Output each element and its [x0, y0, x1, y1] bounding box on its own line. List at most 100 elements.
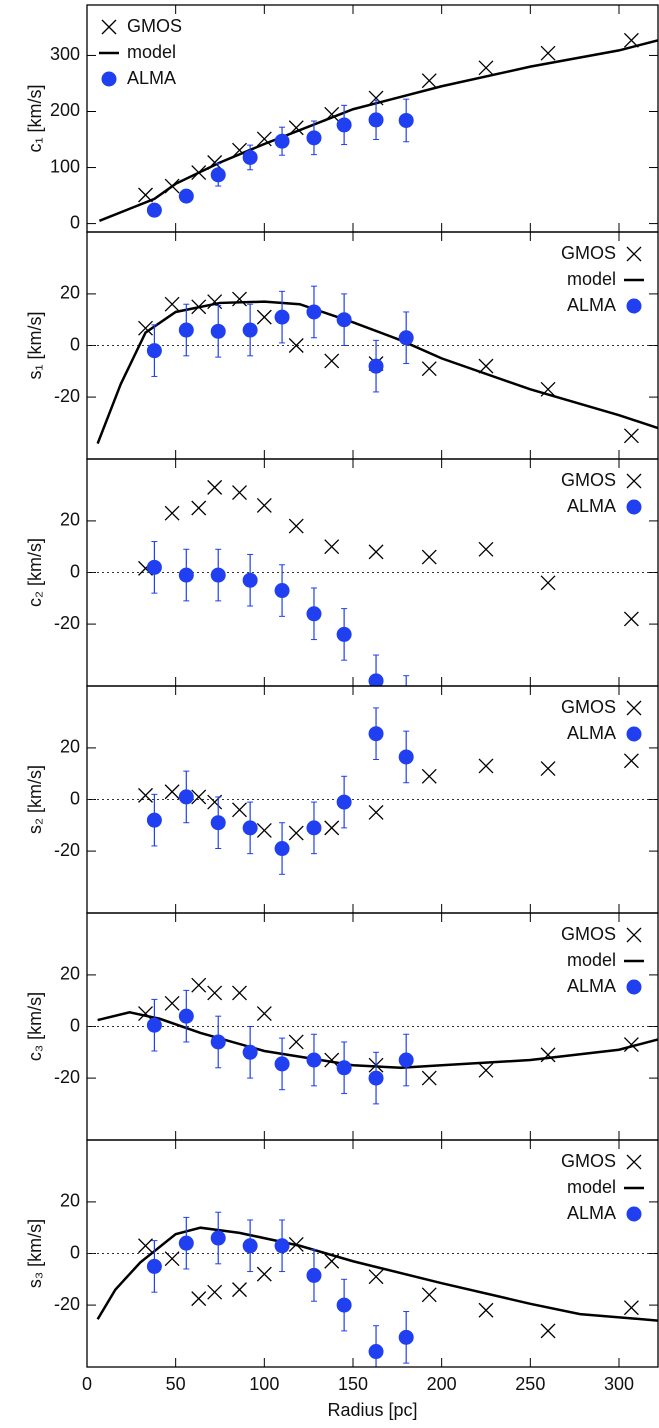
y-tick-label: 20 [60, 1191, 80, 1211]
alma-point [274, 1056, 290, 1072]
cross-stroke [421, 1070, 437, 1086]
y-tick-label: 20 [60, 510, 80, 530]
alma-point [101, 71, 117, 87]
gmos-point [256, 1006, 272, 1022]
cross-stroke [138, 1006, 153, 1022]
legend-label: ALMA [567, 1203, 616, 1223]
cross-stroke [623, 1300, 639, 1316]
panel: -20 0 20 c₃ [km/s] GMOS model ALMA [25, 912, 659, 1141]
y-tick-label: 0 [70, 788, 80, 808]
alma-point [274, 133, 290, 149]
gmos-point [256, 309, 272, 325]
plot-area [96, 1211, 658, 1367]
gmos-point [164, 296, 180, 312]
cross-stroke [138, 787, 153, 803]
gmos-point [164, 1251, 180, 1267]
x-tick-label: 100 [249, 1374, 279, 1394]
panel: -20 0 20 c₂ [km/s] GMOS ALMA [25, 458, 659, 709]
cross-stroke [623, 1037, 639, 1053]
y-axis-label: s₂ [km/s] [25, 765, 45, 834]
alma-point [626, 1206, 642, 1222]
cross-stroke [368, 544, 384, 560]
alma-point [306, 820, 322, 836]
cross-stroke [626, 473, 642, 489]
cross-stroke [421, 768, 437, 784]
cross-stroke [421, 73, 437, 89]
gmos-point [421, 1287, 437, 1303]
gmos-point [368, 804, 384, 820]
y-axis-label: s₃ [km/s] [25, 1219, 45, 1288]
cross-stroke [191, 977, 207, 993]
y-tick-label: -20 [54, 840, 80, 860]
gmos-point [421, 361, 437, 377]
gmos-point [207, 294, 223, 310]
alma-point [274, 841, 290, 857]
cross-stroke [478, 1302, 494, 1318]
cross-stroke [324, 820, 340, 836]
alma-point [178, 789, 194, 805]
cross-stroke [164, 784, 180, 800]
gmos-point [256, 131, 272, 147]
cross-stroke [368, 804, 384, 820]
cross-stroke [288, 1034, 304, 1050]
cross-stroke [232, 1282, 247, 1298]
alma-point [274, 583, 290, 599]
alma-point [626, 979, 642, 995]
gmos-point [626, 473, 642, 489]
gmos-point [626, 246, 642, 262]
gmos-point [478, 541, 494, 557]
gmos-point [324, 820, 340, 836]
cross-stroke [540, 45, 556, 61]
cross-stroke [191, 789, 207, 805]
cross-stroke [256, 822, 272, 838]
gmos-point [232, 291, 247, 307]
gmos-point [207, 985, 223, 1001]
legend: GMOS model ALMA [561, 1151, 644, 1223]
model-line [96, 1226, 658, 1322]
y-axis-label: c₃ [km/s] [25, 992, 45, 1061]
y-axis-label: s₁ [km/s] [25, 311, 45, 379]
legend-label: GMOS [561, 1151, 616, 1171]
cross-stroke [626, 700, 642, 716]
cross-stroke [478, 358, 494, 374]
cross-stroke [540, 761, 556, 777]
alma-point [178, 1008, 194, 1024]
cross-stroke [256, 1006, 272, 1022]
gmos-point [288, 518, 304, 534]
y-tick-label: 100 [50, 156, 80, 176]
gmos-point [138, 320, 153, 336]
cross-stroke [478, 541, 494, 557]
legend-label: model [127, 42, 176, 62]
cross-stroke [324, 539, 340, 555]
alma-point [306, 606, 322, 622]
gmos-point [421, 73, 437, 89]
alma-point [399, 694, 414, 709]
alma-point [336, 626, 352, 642]
gmos-point [138, 1238, 153, 1254]
y-tick-label: 0 [70, 334, 80, 354]
gmos-point [164, 505, 180, 521]
alma-point [242, 572, 258, 588]
gmos-point [478, 1062, 494, 1078]
legend-label: GMOS [561, 697, 616, 717]
gmos-point [256, 497, 272, 513]
cross-stroke [191, 1291, 207, 1307]
gmos-point [540, 575, 556, 591]
cross-stroke [626, 1154, 642, 1170]
cross-stroke [191, 500, 207, 516]
cross-stroke [207, 985, 223, 1001]
y-axis-label: c₁ [km/s] [25, 84, 45, 152]
cross-stroke [478, 1062, 494, 1078]
alma-point [242, 1238, 258, 1254]
cross-stroke [138, 1238, 153, 1254]
alma-point [146, 202, 162, 218]
alma-point [210, 1034, 226, 1050]
gmos-point [368, 1269, 384, 1285]
y-tick-label: 200 [50, 100, 80, 120]
alma-point [242, 149, 258, 165]
cross-stroke [421, 1287, 437, 1303]
alma-point [210, 323, 226, 339]
x-tick-label: 200 [427, 1374, 457, 1394]
x-tick-label: 250 [515, 1374, 545, 1394]
